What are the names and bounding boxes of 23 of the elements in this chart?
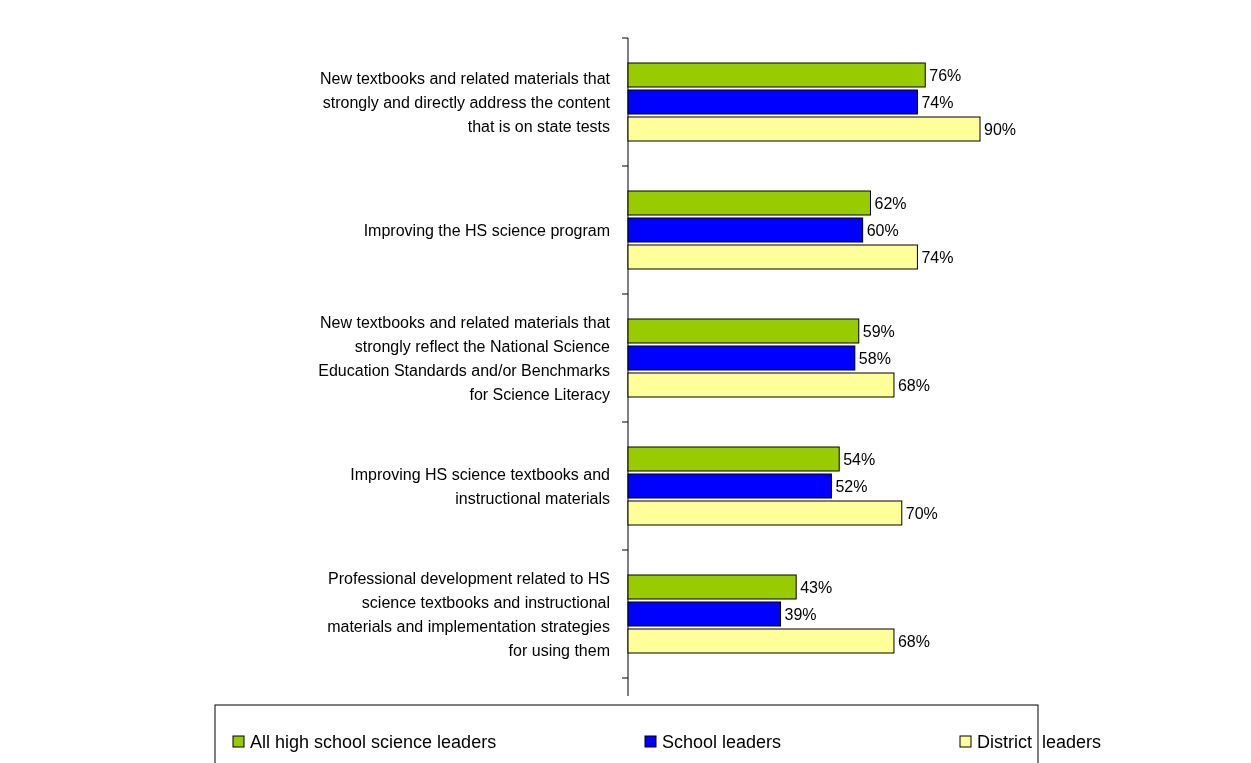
data-label: 76% [929, 66, 962, 84]
y-tick-label: New textbooks and related materials that strongly and directly address the content that is on state tests [320, 69, 611, 135]
legend-label: School leaders [662, 732, 782, 753]
data-label: 62% [874, 194, 907, 212]
data-label: 58% [858, 349, 891, 367]
data-label: 68% [897, 376, 930, 394]
data-label: 59% [862, 322, 895, 340]
data-label: 43% [800, 578, 833, 596]
y-tick-label: Professional development related to HS science textbooks and instructional materials and implementation strategies for using them [327, 569, 610, 659]
data-label: 60% [866, 221, 899, 239]
y-tick-label: New textbooks and related materials that strongly reflect the National Science Education Standards and/or Benchmarks for Science Literacy [318, 313, 611, 403]
data-label: 90% [984, 120, 1017, 138]
data-label: 52% [835, 477, 868, 495]
data-label: 74% [921, 248, 954, 266]
data-label: 39% [784, 605, 817, 623]
data-label: 70% [905, 504, 938, 522]
y-tick-label: Improving HS science textbooks and instructional materials [350, 465, 610, 507]
data-label: 54% [843, 450, 876, 468]
legend-label: All high school science leaders [250, 732, 497, 753]
y-tick-label: Improving the HS science program [363, 221, 610, 239]
data-label: 68% [897, 632, 930, 650]
legend-label: District leaders [977, 732, 1102, 753]
data-label: 74% [921, 93, 954, 111]
